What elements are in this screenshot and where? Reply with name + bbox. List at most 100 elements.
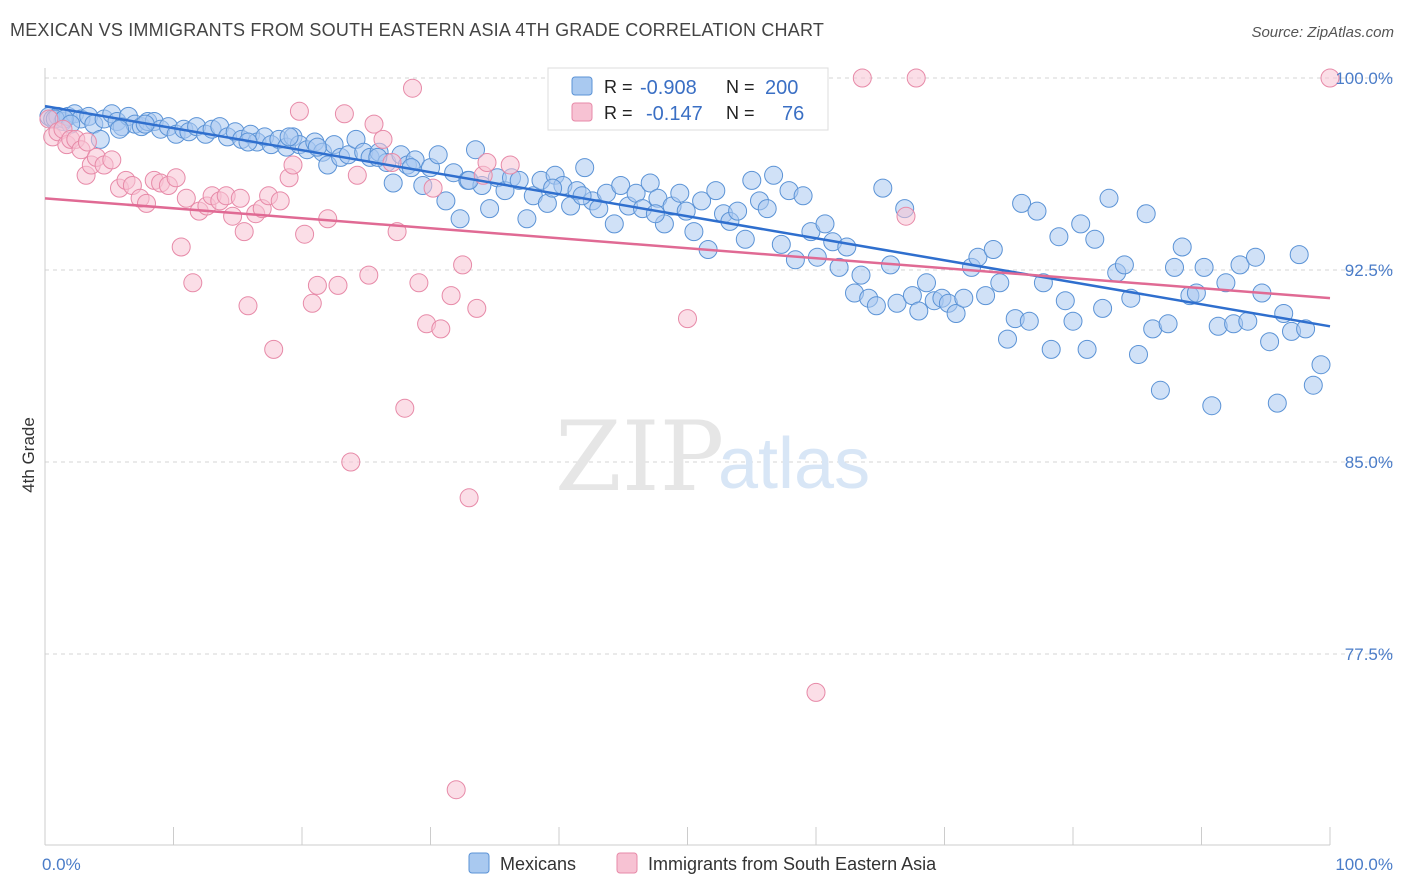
point-mexicans	[110, 119, 129, 139]
point-mexicans	[450, 209, 470, 229]
point-mexicans	[1093, 298, 1113, 318]
point-immigrants	[364, 114, 384, 134]
y-tick-label: 85.0%	[1345, 453, 1393, 472]
point-mexicans	[909, 301, 929, 321]
point-immigrants	[467, 298, 487, 318]
point-mexicans	[742, 170, 762, 190]
legend-swatch-immigrants	[571, 102, 593, 122]
point-mexicans	[645, 204, 665, 224]
point-immigrants	[341, 452, 361, 472]
point-immigrants	[328, 275, 348, 295]
legend-n-label-1: N =	[726, 77, 755, 97]
point-immigrants	[302, 293, 322, 313]
point-mexicans	[866, 296, 886, 316]
point-mexicans	[771, 234, 791, 254]
trend-lines	[44, 104, 1331, 328]
point-immigrants	[906, 68, 926, 88]
point-mexicans	[1311, 355, 1331, 375]
bottom-legend-swatch-immigrants	[616, 852, 638, 874]
point-immigrants	[446, 780, 466, 800]
point-mexicans	[1041, 339, 1061, 359]
point-immigrants	[289, 101, 309, 121]
legend-n-value-1: 200	[765, 77, 798, 99]
point-mexicans	[1267, 393, 1287, 413]
point-mexicans	[428, 145, 448, 165]
point-mexicans	[383, 173, 403, 193]
y-tick-label: 92.5%	[1345, 261, 1393, 280]
point-mexicans	[757, 199, 777, 219]
point-mexicans	[480, 199, 500, 219]
point-mexicans	[604, 214, 624, 234]
point-immigrants	[264, 339, 284, 359]
point-mexicans	[1049, 227, 1069, 247]
point-immigrants	[347, 165, 367, 185]
point-mexicans	[887, 293, 907, 313]
point-immigrants	[183, 273, 203, 293]
point-mexicans	[279, 127, 299, 147]
point-immigrants	[295, 224, 315, 244]
point-mexicans	[1055, 291, 1075, 311]
point-mexicans	[640, 173, 660, 193]
point-mexicans	[1129, 345, 1148, 364]
point-mexicans	[517, 209, 537, 229]
point-immigrants	[423, 178, 443, 198]
point-mexicans	[706, 181, 726, 201]
legend-n-label-2: N =	[726, 103, 755, 123]
legend-swatch-mexicans	[571, 76, 593, 96]
point-mexicans	[764, 165, 784, 185]
source-label: Source: ZipAtlas.com	[1251, 24, 1394, 41]
point-immigrants	[223, 206, 243, 226]
point-immigrants	[1320, 68, 1340, 88]
point-mexicans	[436, 191, 456, 211]
point-mexicans	[983, 240, 1003, 259]
point-mexicans	[1063, 311, 1083, 331]
point-mexicans	[1216, 273, 1236, 293]
y-tick-label: 100.0%	[1335, 69, 1393, 88]
point-mexicans	[873, 178, 893, 198]
point-mexicans	[917, 273, 936, 293]
point-mexicans	[946, 304, 966, 323]
bottom-legend-mexicans: Mexicans	[500, 854, 576, 874]
point-mexicans	[1289, 245, 1309, 265]
point-immigrants	[171, 237, 191, 257]
point-immigrants	[230, 188, 250, 208]
point-mexicans	[1296, 319, 1316, 339]
point-immigrants	[270, 191, 290, 211]
x-tick-label-start: 0.0%	[42, 855, 81, 874]
point-mexicans	[1172, 237, 1192, 257]
point-immigrants	[678, 309, 697, 329]
point-mexicans	[1071, 214, 1091, 234]
point-immigrants	[477, 153, 497, 172]
point-immigrants	[395, 398, 415, 418]
point-mexicans	[837, 237, 857, 257]
point-mexicans	[829, 257, 849, 277]
point-mexicans	[1202, 396, 1222, 416]
legend-r-label-2: R =	[604, 103, 633, 123]
point-immigrants	[102, 150, 122, 170]
chart-title: MEXICAN VS IMMIGRANTS FROM SOUTH EASTERN…	[10, 20, 825, 40]
point-mexicans	[572, 186, 592, 206]
series-legend: Mexicans Immigrants from South Eastern A…	[468, 852, 937, 874]
point-mexicans	[670, 183, 690, 203]
axes	[44, 68, 1331, 846]
point-immigrants	[852, 68, 872, 88]
point-mexicans	[575, 158, 595, 178]
point-mexicans	[1158, 314, 1178, 334]
point-mexicans	[793, 186, 813, 206]
point-mexicans	[1099, 188, 1119, 208]
point-immigrants	[307, 275, 327, 295]
point-mexicans	[1246, 247, 1265, 267]
series-mexicans-points	[39, 104, 1331, 416]
legend-r-value-2: -0.147	[646, 103, 703, 125]
y-tick-label: 77.5%	[1345, 645, 1393, 664]
point-mexicans	[611, 176, 631, 195]
legend-r-value-1: -0.908	[640, 77, 697, 99]
point-mexicans	[692, 191, 712, 211]
point-immigrants	[373, 129, 393, 149]
point-immigrants	[431, 319, 451, 339]
trend-line-immigrants	[44, 197, 1331, 300]
point-mexicans	[998, 329, 1017, 349]
point-immigrants	[334, 104, 354, 124]
point-immigrants	[441, 286, 461, 306]
point-immigrants	[500, 155, 520, 175]
